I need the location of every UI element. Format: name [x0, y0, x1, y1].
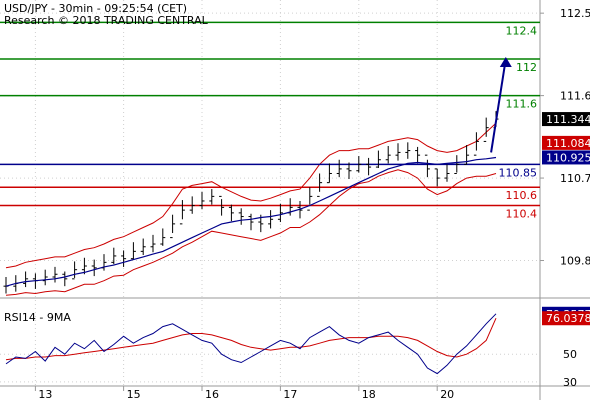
price-tag-current-price-label: 111.344 — [546, 113, 590, 126]
level-label-110.6: 110.6 — [506, 189, 538, 202]
axis-layer: 112.5 111.6 110.7 109.8 50 30 13 15 16 17 18 20 — [34, 7, 590, 401]
price-tag-moving-average-label: 110.925 — [546, 151, 590, 164]
level-label-110.85: 110.85 — [499, 166, 538, 179]
rsi-layer — [5, 313, 497, 375]
projection-arrow-line — [490, 58, 507, 153]
level-layer: 112.4 112 111.6 110.85 110.6 110.4 — [0, 21, 540, 221]
rsi-tick-label: 30 — [563, 376, 577, 389]
rsi-line — [5, 313, 497, 375]
rsi-tag-rsi-ma-box — [542, 311, 590, 326]
moving-average-line — [5, 156, 497, 287]
rsi-panel-label: RSI14 - 9MA — [4, 311, 71, 324]
bollinger-upper-line — [5, 122, 497, 269]
price-tick-label: 110.7 — [560, 172, 590, 185]
bollinger-lower-line — [5, 169, 497, 296]
time-tick-label: 15 — [127, 388, 141, 400]
time-tick-label: 17 — [283, 388, 297, 400]
price-tick-label: 112.5 — [560, 7, 590, 20]
price-tick-label: 109.8 — [560, 255, 590, 268]
chart-title: USD/JPY - 30min - 09:25:54 (CET) — [4, 2, 188, 15]
price-tag-current-price-box — [542, 112, 590, 127]
rsi-tick-label: 50 — [563, 348, 577, 361]
price-tick-label: 111.6 — [560, 90, 590, 103]
candle-layer — [3, 111, 499, 294]
time-tick-label: 13 — [38, 388, 52, 400]
time-tick-label: 20 — [440, 388, 454, 400]
rsi-ma-line — [5, 317, 497, 361]
level-label-112.4: 112.4 — [506, 24, 538, 37]
price-tag-upper-band-box — [542, 135, 590, 150]
level-label-112: 112 — [516, 61, 537, 74]
bollinger-layer — [5, 122, 497, 296]
level-label-111.6: 111.6 — [506, 98, 538, 111]
projection-arrow-head — [499, 56, 512, 67]
level-label-110.4: 110.4 — [506, 208, 538, 221]
time-tick-label: 18 — [362, 388, 376, 400]
rsi-tag-rsi-ma-label: 76.0378 — [546, 312, 590, 325]
price-tag-moving-average-box — [542, 150, 590, 165]
ma-layer — [5, 56, 512, 287]
chart-copyright: Research © 2018 TRADING CENTRAL — [4, 14, 208, 27]
price-tag-upper-band-label: 111.084 — [546, 137, 590, 150]
time-tick-label: 16 — [205, 388, 219, 400]
